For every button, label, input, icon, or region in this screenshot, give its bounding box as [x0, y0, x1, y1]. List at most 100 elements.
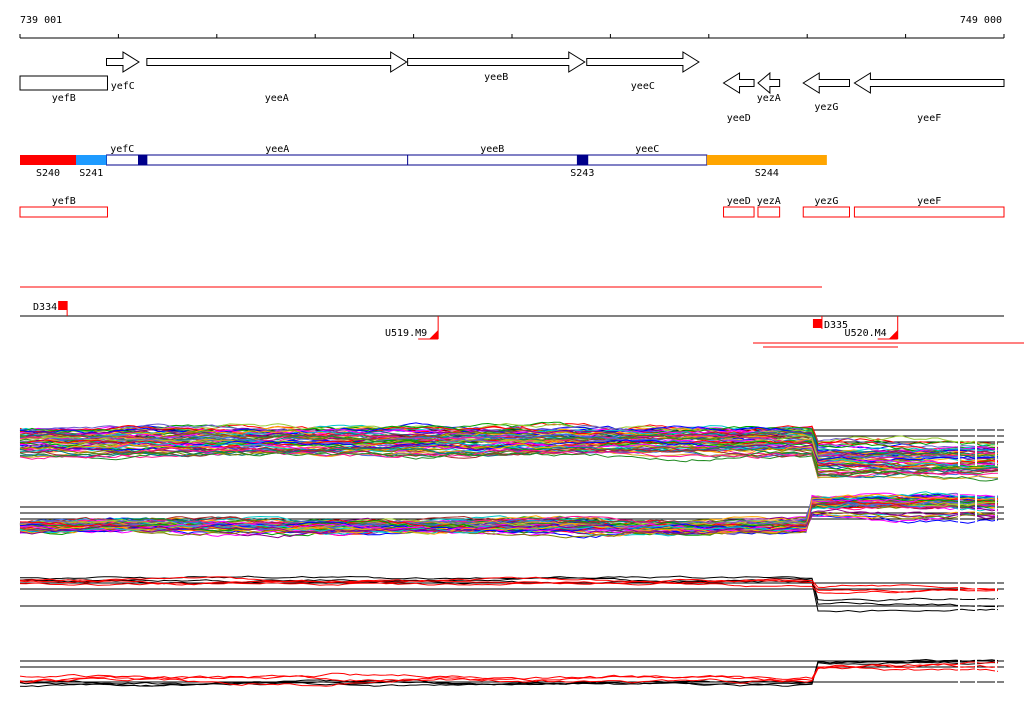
gene-box-label-yezA: yezA	[757, 196, 781, 207]
gene-label-yefB: yefB	[52, 93, 76, 104]
profile-line	[19, 491, 999, 534]
gene-box-yeeF[interactable]	[853, 206, 1005, 218]
profile-gap	[975, 420, 977, 466]
segment-S244[interactable]	[706, 155, 827, 165]
profile-gap	[995, 420, 997, 466]
profile-gap	[975, 570, 977, 612]
profile-strand-line	[19, 659, 999, 687]
gene-label-yeeF: yeeF	[917, 113, 941, 124]
gene-arrow-yeeB[interactable]	[407, 51, 586, 73]
feature-marker-U519.M9[interactable]	[429, 330, 439, 339]
profile-line	[19, 433, 999, 460]
feature-marker-D335[interactable]	[812, 319, 822, 328]
feature-track: D334 D335 U519.M9 U520.M4	[20, 286, 1024, 348]
profile-opposite-line	[19, 661, 999, 683]
gene-label-yefC: yefC	[111, 81, 135, 92]
gene-box-label-yeeD: yeeD	[727, 196, 751, 207]
profile-gap	[958, 570, 960, 612]
operon-gene-label-yefC: yefC	[110, 144, 134, 155]
profile-line	[19, 424, 999, 451]
coordinate-ruler: 739 001 749 000	[19, 15, 1005, 39]
profile-opposite-line	[19, 665, 999, 687]
feature-label-D335: D335	[824, 320, 848, 331]
profile-gap	[958, 650, 960, 690]
segment-label-S244: S244	[755, 168, 779, 179]
transcription-segment-track: yefC yeeA yeeB yeeC S240 S241 S243 S244	[20, 144, 827, 179]
gene-box-track: yefB yeeD yezA yezG yeeF	[19, 196, 1005, 218]
feature-label-U520.M4: U520.M4	[845, 328, 887, 339]
profile-line	[19, 439, 999, 463]
profile-line	[19, 497, 999, 531]
gene-box-yeeD[interactable]	[723, 206, 755, 218]
profile-line	[19, 442, 999, 472]
gene-box-yezG[interactable]	[802, 206, 850, 218]
gene-label-yeeC: yeeC	[631, 81, 655, 92]
profile-strand-line	[19, 658, 999, 688]
profile-line	[19, 441, 999, 466]
gene-annotation-track: yefB yefC yeeA yeeB yeeC yeeD yezA yezG yeeF	[19, 51, 1005, 124]
gene-label-yezA: yezA	[757, 93, 781, 104]
profile-opposite-line	[19, 578, 999, 593]
ruler-end-label: 749 000	[960, 15, 1002, 26]
profile-gap	[958, 486, 960, 540]
profile-line	[19, 447, 999, 478]
profile-line	[19, 445, 999, 474]
profile-gap	[995, 650, 997, 690]
profile-line	[19, 450, 999, 482]
segment-block-2[interactable]	[137, 155, 147, 165]
profile-line	[19, 493, 999, 533]
gene-arrow-yeeC[interactable]	[586, 51, 700, 73]
profile-line	[19, 493, 999, 535]
profile-opposite-line	[19, 582, 998, 595]
gene-label-yeeB: yeeB	[484, 72, 508, 83]
profile-gap	[958, 420, 960, 466]
profile-line	[19, 440, 999, 473]
segment-label-S240: S240	[36, 168, 60, 179]
segment-S241[interactable]	[75, 155, 107, 165]
operon-gene-label-yeeB: yeeB	[480, 144, 504, 155]
gene-arrow-yeeA[interactable]	[146, 51, 408, 73]
profile-gap	[975, 486, 977, 540]
profile-opposite-line	[19, 576, 999, 591]
operon-outline	[106, 154, 708, 166]
ruler-start-label: 739 001	[20, 15, 62, 26]
gene-box-label-yezG: yezG	[814, 196, 838, 207]
gene-arrow-yefB[interactable]	[19, 75, 108, 91]
feature-marker-D334[interactable]	[58, 301, 68, 310]
feature-marker-U520.M4[interactable]	[888, 330, 898, 339]
profile-line	[19, 422, 999, 446]
profile-line	[19, 431, 999, 457]
gene-box-label-yeeF: yeeF	[917, 196, 941, 207]
profile-line	[19, 511, 999, 539]
expression-profiles	[19, 420, 1004, 690]
gene-label-yezG: yezG	[814, 102, 838, 113]
profile-strand-line	[19, 579, 999, 613]
feature-label-D334: D334	[33, 302, 57, 313]
gene-box-label-yefB: yefB	[52, 196, 76, 207]
operon-gene-label-yeeC: yeeC	[635, 144, 659, 155]
operon-gene-label-yeeA: yeeA	[265, 144, 289, 155]
profile-opposite-line	[19, 663, 999, 683]
feature-label-U519.M9: U519.M9	[385, 328, 427, 339]
gene-label-yeeA: yeeA	[265, 93, 289, 104]
profile-line	[19, 445, 999, 479]
gene-arrow-yezG[interactable]	[802, 72, 850, 94]
gene-arrow-yezA[interactable]	[757, 71, 781, 95]
gene-arrow-yefC[interactable]	[106, 51, 140, 73]
segment-S240[interactable]	[20, 155, 76, 165]
segment-S243[interactable]	[576, 155, 588, 165]
gene-arrow-yeeD[interactable]	[722, 72, 755, 94]
profile-strand-line	[19, 576, 999, 608]
profile-line	[19, 508, 999, 535]
profile-gap	[995, 486, 997, 540]
segment-label-S243: S243	[570, 168, 594, 179]
segment-label-S241: S241	[79, 168, 103, 179]
gene-box-yefB[interactable]	[19, 206, 108, 218]
gene-label-yeeD: yeeD	[727, 113, 751, 124]
profile-gap	[975, 650, 977, 690]
gene-arrow-yeeF[interactable]	[853, 72, 1005, 94]
profile-gap	[995, 570, 997, 612]
gene-box-yezA[interactable]	[757, 206, 781, 218]
